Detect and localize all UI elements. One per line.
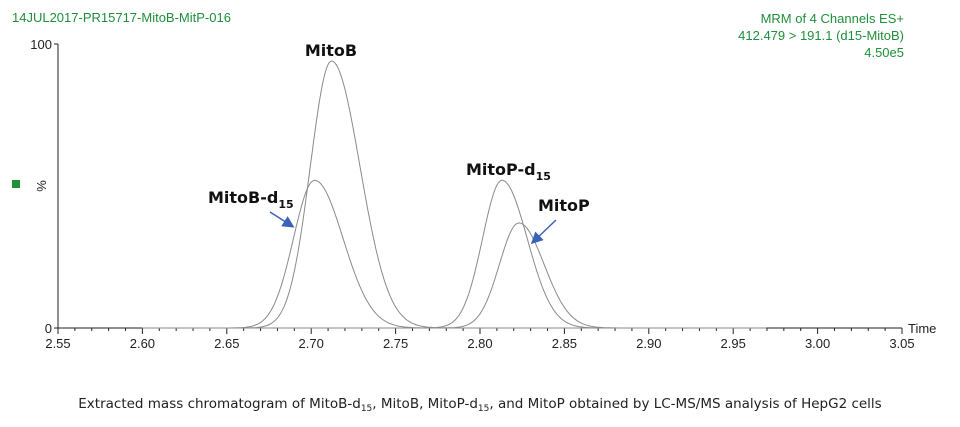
y-axis-label: % [34,180,49,192]
chromatogram-chart: 2.55 2.60 2.65 2.70 2.75 2.80 2.85 2.90 2.95 3.00… [12,37,936,351]
x-tick-label: 2.90 [636,336,661,351]
transition-label: 412.479 > 191.1 (d15-MitoB) [738,28,904,43]
peak-arrow [269,211,295,228]
x-tick-label: 2.85 [552,336,577,351]
x-tick-label: 2.75 [383,336,408,351]
peak-label: MitoP-d15 [466,160,551,183]
trace-mitop [142,222,767,329]
y-tick-label: 0 [45,321,52,336]
y-tick-label: 100 [30,37,52,52]
caption-part-1: Extracted mass chromatogram of MitoB-d [78,396,361,412]
figure-caption: Extracted mass chromatogram of MitoB-d15… [0,396,960,414]
x-tick-label: 3.05 [889,336,914,351]
x-tick-label: 2.70 [299,336,324,351]
x-axis-label: Time [908,321,936,336]
x-tick-label: 2.55 [45,336,70,351]
caption-part-2: , MitoB, MitoP-d [372,396,478,412]
peak-label: MitoB-d15 [208,188,294,211]
channel-info: MRM of 4 Channels ES+ 412.479 > 191.1 (d… [738,10,904,61]
run-id-label: 14JUL2017-PR15717-MitoB-MitP-016 [12,10,231,25]
channels-label: MRM of 4 Channels ES+ [760,11,904,26]
x-tick-label: 3.00 [805,336,830,351]
peak-label: MitoP [538,196,590,215]
x-tick-label: 2.95 [721,336,746,351]
x-tick-label: 2.80 [467,336,492,351]
caption-part-3: , and MitoP obtained by LC-MS/MS analysi… [489,396,882,412]
x-tick-label: 2.60 [130,336,155,351]
caption-sub-2: 15 [477,404,490,414]
intensity-label: 4.50e5 [864,45,904,60]
x-tick-label: 2.65 [214,336,239,351]
peak-label: MitoB [305,41,357,60]
caption-sub-1: 15 [360,404,373,414]
channel-marker-icon [12,180,20,188]
peak-arrow [530,219,557,245]
